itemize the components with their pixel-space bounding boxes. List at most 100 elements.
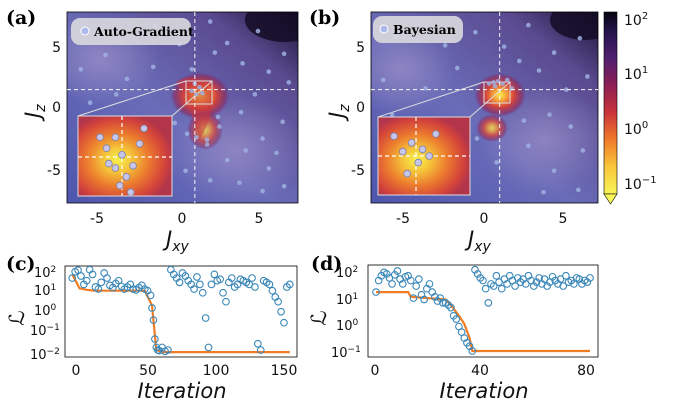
panel-c: (c) 102 101 100 10−1 10−2 0 50 100 150 I… xyxy=(5,253,298,403)
inset-a xyxy=(77,115,173,197)
sample-point xyxy=(562,271,570,280)
scatter-point xyxy=(389,112,395,117)
sample-point xyxy=(74,266,82,275)
scatter-point xyxy=(474,136,480,141)
ytick-c-3: 10−1 xyxy=(30,323,60,339)
ytick-a-0: 5 xyxy=(52,40,61,56)
xlabel-c: Iteration xyxy=(137,379,226,403)
sample-point xyxy=(556,275,565,284)
scatter-point xyxy=(184,131,190,137)
scatter-point xyxy=(204,142,210,147)
scatter-point xyxy=(204,137,210,143)
scatter-point xyxy=(224,40,230,46)
scatter-point xyxy=(189,67,195,72)
sample-point xyxy=(274,297,283,306)
sample-point xyxy=(94,285,103,293)
xtick-c-1: 50 xyxy=(139,363,157,379)
scatter-point xyxy=(224,157,230,163)
scatter-point xyxy=(517,58,522,64)
sample-point xyxy=(256,346,265,354)
inset-point xyxy=(390,132,398,141)
inset-point xyxy=(403,169,412,178)
inset-point xyxy=(407,139,416,147)
xlabel-d: Iteration xyxy=(439,379,528,403)
scatter-point xyxy=(551,50,557,55)
xtick-c-3: 150 xyxy=(271,363,298,379)
ytick-d-3: 10−1 xyxy=(331,345,361,361)
sample-point xyxy=(201,314,210,322)
scatter-point xyxy=(207,178,213,183)
inset-point xyxy=(105,159,113,168)
inset-point xyxy=(116,181,124,190)
scatter-point xyxy=(551,168,557,174)
ylabel-c: ℒ xyxy=(5,310,29,325)
sample-point xyxy=(164,346,172,354)
xtick-a-2: 5 xyxy=(255,211,264,227)
inset-point xyxy=(418,145,427,154)
xtick-c-0: 0 xyxy=(72,363,81,379)
scatter-point xyxy=(260,136,265,141)
scatter-point xyxy=(260,188,265,194)
scatter-point xyxy=(541,189,546,195)
sample-point xyxy=(151,335,159,343)
sample-point xyxy=(492,271,501,280)
ytick-b-1: 0 xyxy=(356,100,365,116)
sample-point xyxy=(149,316,158,324)
sample-point xyxy=(473,270,482,278)
scatter-point xyxy=(197,84,202,90)
ytick-c-1: 101 xyxy=(34,283,56,299)
panel-a: (a) Auto-Gradient xyxy=(6,7,299,255)
sample-point xyxy=(414,275,423,284)
sample-point xyxy=(216,275,224,284)
scatter-point xyxy=(150,64,156,70)
scatter-point xyxy=(252,92,258,97)
ytick-b-2: -5 xyxy=(351,163,365,179)
scatter-point xyxy=(486,81,492,86)
ytick-d-1: 101 xyxy=(336,292,358,308)
sample-point xyxy=(489,282,498,290)
sample-point xyxy=(529,282,538,290)
legend-b: Bayesian xyxy=(373,16,463,43)
legend-a: Auto-Gradient xyxy=(71,18,194,45)
inset-point xyxy=(96,133,104,142)
crosshair-a xyxy=(67,12,298,203)
sample-point xyxy=(479,276,487,285)
inset-b xyxy=(377,116,471,196)
sample-point xyxy=(382,270,391,278)
ylabel-d: ℒ xyxy=(307,310,331,325)
axes-b: -5 0 5 5 0 -5 Jxy Jz xyxy=(325,40,567,255)
sample-point xyxy=(280,318,288,327)
scatter-point xyxy=(266,69,272,74)
scatter-point xyxy=(215,114,221,120)
panel-d: (d) 102 101 100 10−1 0 40 80 Iteration ℒ xyxy=(307,253,599,403)
scatter-point xyxy=(217,124,222,129)
xtick-a-0: -5 xyxy=(90,211,104,227)
legend-label-b: Bayesian xyxy=(393,22,456,37)
inset-point xyxy=(118,151,126,159)
plot-c xyxy=(68,265,294,356)
sample-point xyxy=(543,282,552,290)
scatter-point xyxy=(536,68,542,73)
scatter-point xyxy=(580,148,586,153)
scatter-point xyxy=(189,88,195,94)
scatter-point xyxy=(255,28,261,34)
sample-point xyxy=(251,283,259,291)
scatter-point xyxy=(547,112,552,117)
sample-point xyxy=(406,276,415,285)
panel-label-b: (b) xyxy=(309,7,340,29)
legend-label-a: Auto-Gradient xyxy=(93,24,194,39)
scatter-point xyxy=(87,100,93,106)
inset-point xyxy=(140,124,148,133)
xtick-d-2: 80 xyxy=(577,363,595,379)
sample-point xyxy=(390,270,399,279)
scatter-point xyxy=(237,180,242,186)
scatter-point xyxy=(380,77,386,83)
scatter-point xyxy=(500,81,505,86)
sample-point xyxy=(227,274,236,282)
panel-label-c: (c) xyxy=(6,253,36,275)
sample-point xyxy=(175,278,184,287)
sample-point xyxy=(511,282,519,290)
best-so-far-line xyxy=(376,291,590,353)
sample-point xyxy=(444,301,453,309)
